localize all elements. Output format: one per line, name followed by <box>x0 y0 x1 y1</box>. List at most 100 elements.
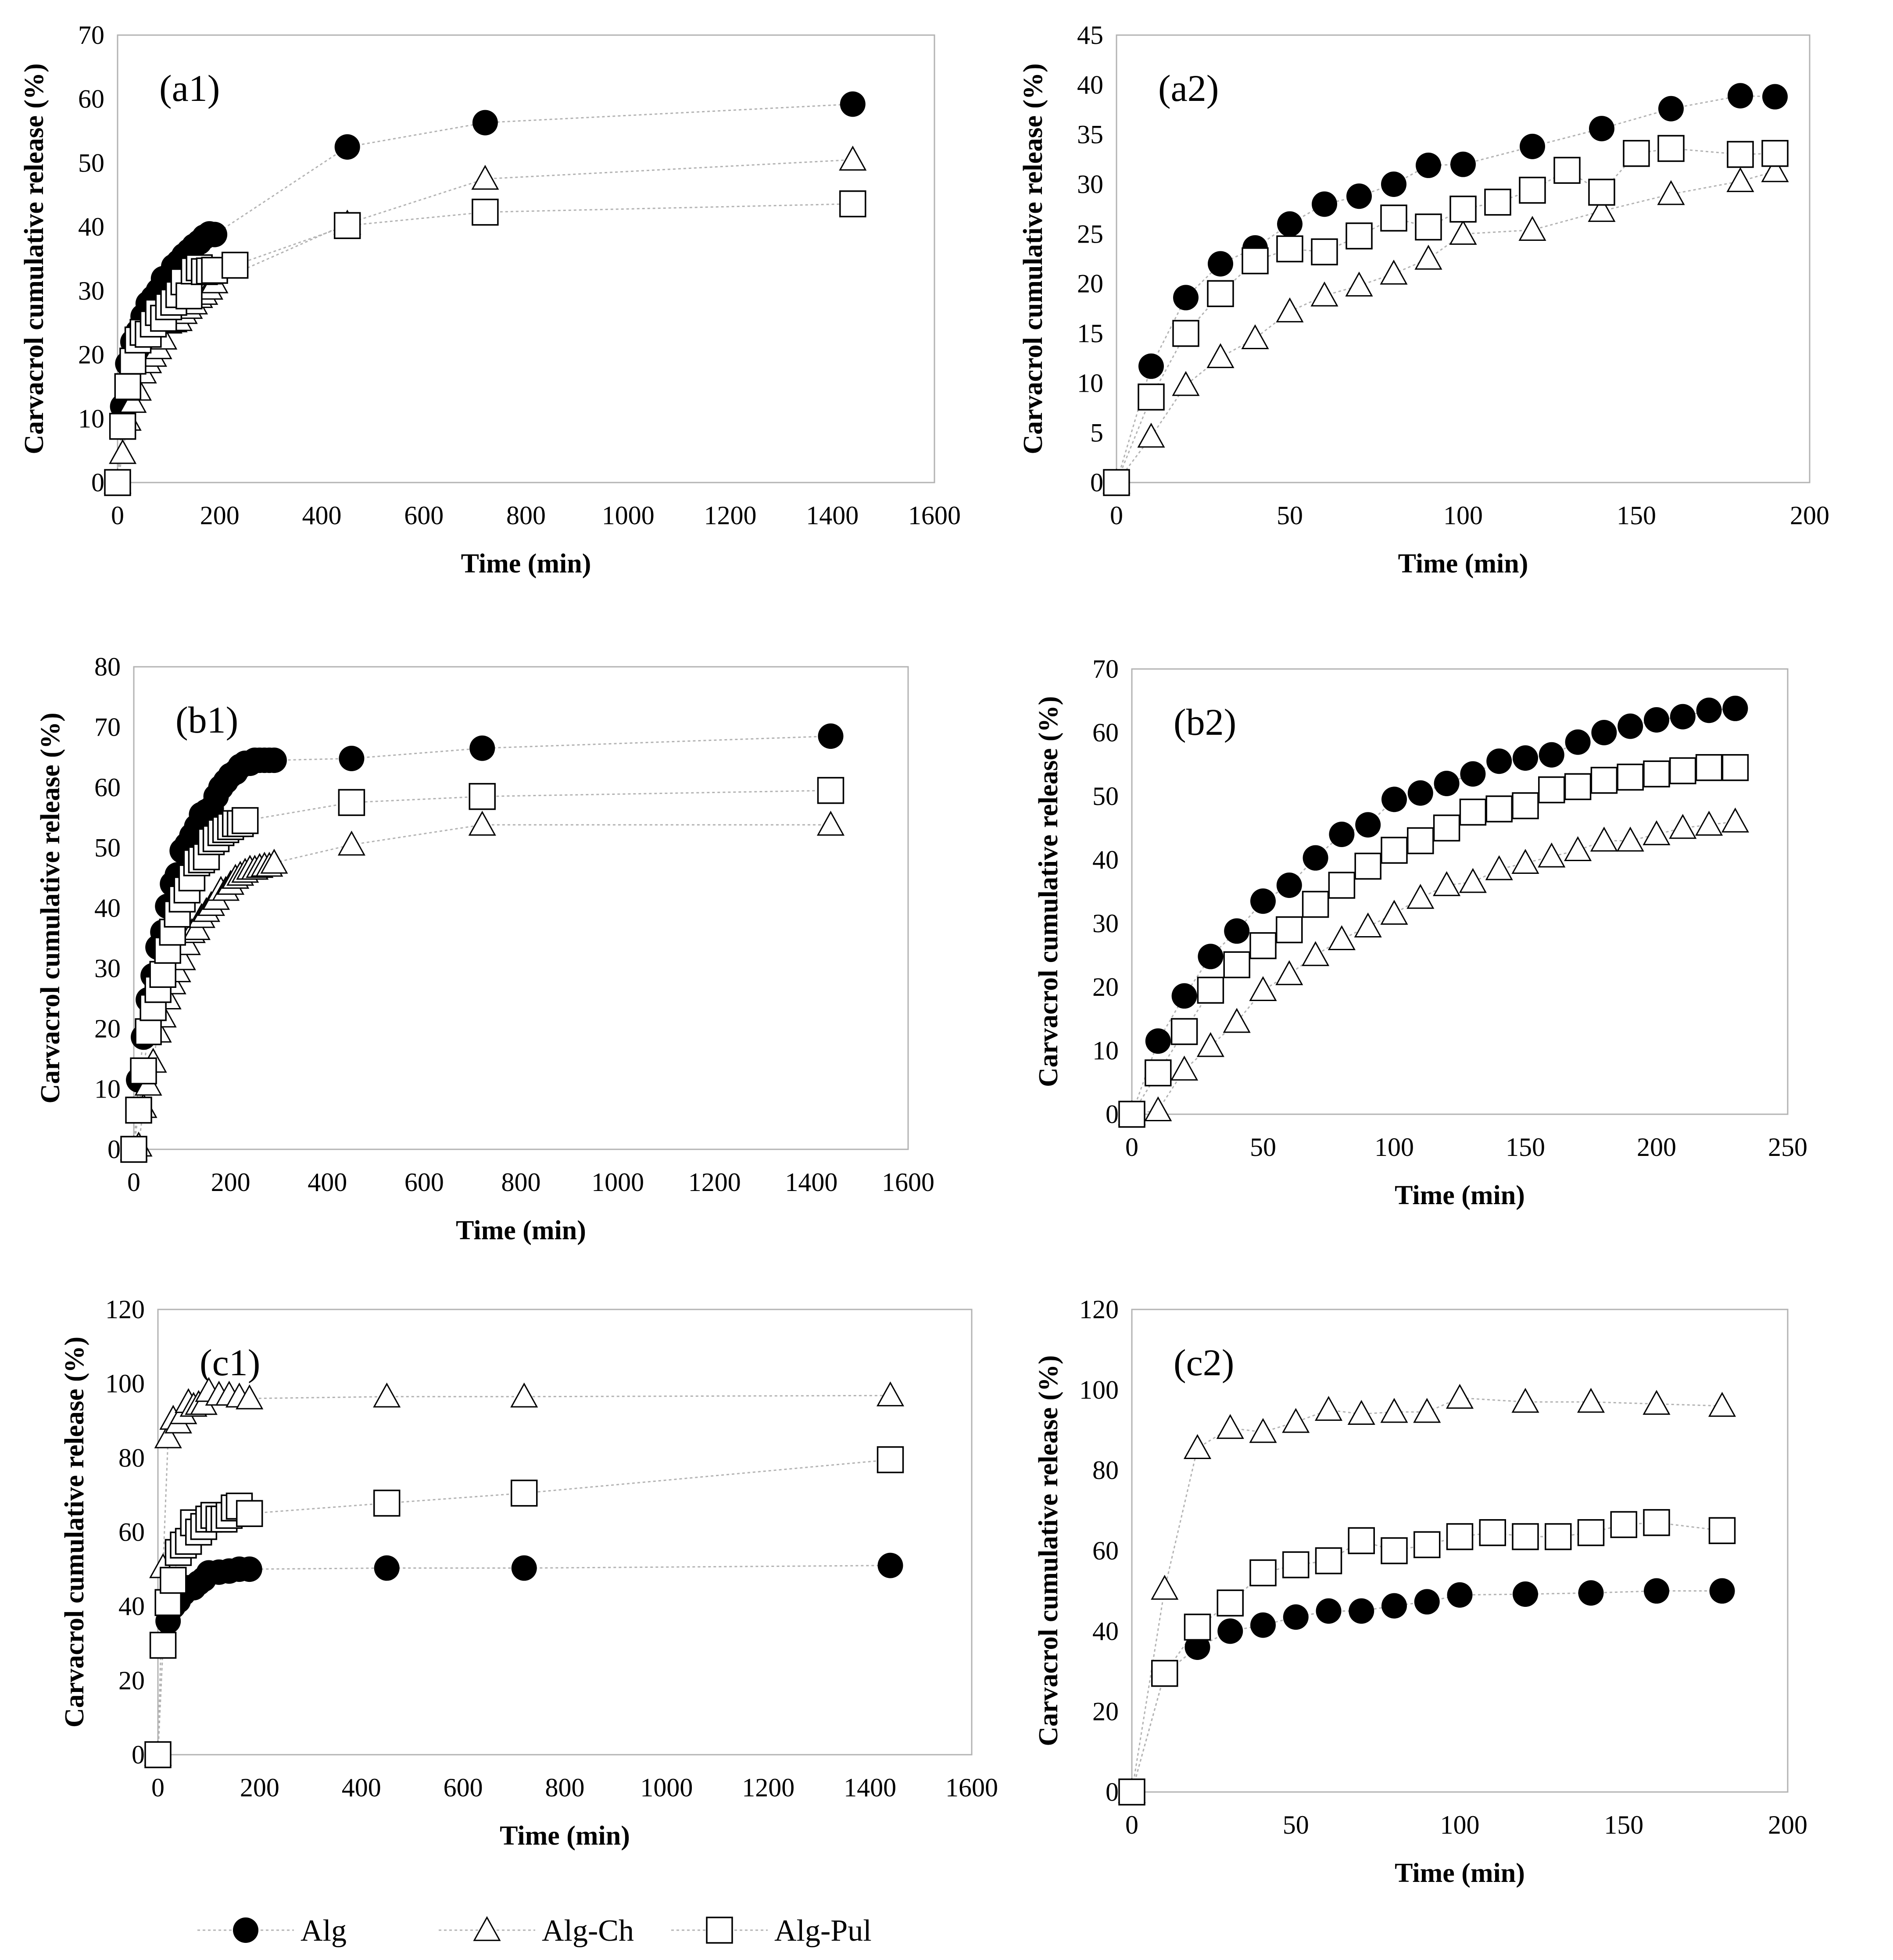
x-tick-label: 200 <box>1790 501 1829 530</box>
y-axis-title: Carvacrol cumulative release (%) <box>36 712 65 1103</box>
y-tick-label: 0 <box>107 1135 121 1164</box>
data-point-alg <box>1217 1618 1243 1644</box>
data-point-alg-ch <box>1590 826 1618 852</box>
x-tick-label: 600 <box>404 501 444 530</box>
data-point-alg-ch <box>1643 820 1671 845</box>
data-point-alg-pul <box>104 469 131 496</box>
data-point-alg-pul <box>1407 827 1434 855</box>
data-point-alg <box>877 1552 903 1578</box>
y-tick-label: 60 <box>118 1518 145 1547</box>
x-tick-label: 1000 <box>602 501 655 530</box>
data-point-alg <box>1460 761 1486 787</box>
x-tick-label: 400 <box>302 501 342 530</box>
x-tick-label: 0 <box>111 501 124 530</box>
data-point-alg-pul <box>1145 1059 1172 1087</box>
legend-marker-alg-pul <box>706 1917 733 1944</box>
x-tick-label: 400 <box>342 1773 381 1802</box>
data-point-alg <box>1709 1578 1735 1604</box>
y-axis-title: Carvacrol cumulative release (%) <box>1034 696 1063 1087</box>
y-tick-label: 10 <box>94 1075 121 1104</box>
plot-frame <box>133 666 909 1150</box>
data-point-alg-pul <box>1242 247 1269 275</box>
y-tick-label: 40 <box>78 212 104 241</box>
data-point-alg <box>1316 1598 1342 1624</box>
x-tick-label: 1600 <box>908 501 961 530</box>
data-point-alg <box>1355 812 1381 838</box>
y-tick-label: 100 <box>1079 1375 1119 1404</box>
data-point-alg <box>1171 983 1197 1009</box>
y-tick-label: 70 <box>1092 655 1119 683</box>
plot-frame <box>117 34 935 483</box>
chart-panel: 0 5 10 15 20 25 30 35 40 45 0 50 100 150 200 Time (min)… <box>1018 21 1829 579</box>
data-point-alg-ch <box>373 1382 401 1408</box>
data-point-alg <box>1381 787 1407 812</box>
x-tick-label: 200 <box>240 1773 279 1802</box>
data-point-alg-pul <box>1590 767 1618 794</box>
y-tick-label: 40 <box>118 1592 145 1621</box>
data-point-alg <box>1312 191 1337 217</box>
x-tick-label: 50 <box>1250 1133 1276 1162</box>
data-point-alg-ch <box>1413 1398 1441 1423</box>
data-point-alg-pul <box>472 198 499 226</box>
data-point-alg-pul <box>1512 792 1539 819</box>
y-tick-label: 10 <box>78 404 104 433</box>
data-point-alg <box>1381 1593 1407 1619</box>
x-tick-label: 0 <box>127 1168 140 1197</box>
data-point-alg-pul <box>1223 951 1250 978</box>
y-tick-label: 20 <box>78 340 104 369</box>
data-point-alg-pul <box>144 1741 172 1768</box>
data-point-alg-pul <box>1617 763 1644 791</box>
data-point-alg-ch <box>1302 941 1330 966</box>
data-point-alg-ch <box>839 146 867 171</box>
legend: Alg Alg-Ch Alg-Pul <box>197 1914 872 1948</box>
x-tick-label: 100 <box>1374 1133 1414 1162</box>
data-point-alg <box>1250 1612 1276 1638</box>
y-tick-label: 0 <box>1106 1100 1119 1129</box>
data-point-alg <box>1450 151 1476 177</box>
data-point-alg-ch <box>1708 1391 1736 1417</box>
series-line-alg <box>157 1565 891 1755</box>
data-point-alg-pul <box>1727 141 1754 168</box>
data-point-alg <box>1434 771 1460 796</box>
data-point-alg-ch <box>1137 422 1165 448</box>
data-point-alg <box>1670 704 1696 730</box>
plot-frame <box>1131 668 1789 1115</box>
legend-marker-alg-ch <box>473 1916 501 1941</box>
panel-label: (a1) <box>159 67 220 109</box>
x-tick-label: 400 <box>308 1168 347 1197</box>
y-tick-label: 25 <box>1077 219 1103 248</box>
data-point-alg-pul <box>175 282 203 310</box>
data-point-alg-ch <box>1761 157 1789 182</box>
data-point-alg-ch <box>1380 1398 1408 1423</box>
data-point-alg-pul <box>1657 135 1685 162</box>
data-point-alg-pul <box>817 777 845 804</box>
series-line-alg-pul <box>117 203 853 483</box>
data-point-alg-pul <box>1345 222 1373 250</box>
y-tick-label: 10 <box>1092 1036 1119 1065</box>
data-point-alg-ch <box>260 848 288 874</box>
data-point-alg-ch <box>1241 324 1269 350</box>
y-tick-label: 0 <box>91 468 104 497</box>
y-tick-label: 50 <box>78 148 104 177</box>
y-tick-label: 30 <box>1092 909 1119 938</box>
data-point-alg-pul <box>109 413 136 440</box>
data-point-alg-ch <box>236 1384 264 1409</box>
x-tick-label: 150 <box>1506 1133 1545 1162</box>
data-point-alg <box>1722 695 1748 721</box>
data-point-alg-ch <box>1275 960 1303 985</box>
data-point-alg <box>1578 1580 1604 1606</box>
x-tick-label: 50 <box>1277 501 1303 530</box>
y-tick-label: 0 <box>1090 468 1103 497</box>
data-point-alg <box>469 735 495 761</box>
panel-label: (c2) <box>1174 1341 1234 1384</box>
y-tick-label: 40 <box>1092 845 1119 874</box>
data-point-alg-ch <box>1196 1032 1224 1057</box>
data-point-alg <box>374 1555 400 1581</box>
data-point-alg-ch <box>876 1381 905 1406</box>
data-point-alg-ch <box>1170 1055 1199 1081</box>
data-point-alg <box>1513 745 1538 771</box>
data-point-alg <box>1513 1581 1538 1607</box>
data-point-alg-ch <box>1249 976 1277 1001</box>
data-point-alg <box>1224 918 1250 944</box>
data-point-alg-pul <box>1459 798 1487 826</box>
